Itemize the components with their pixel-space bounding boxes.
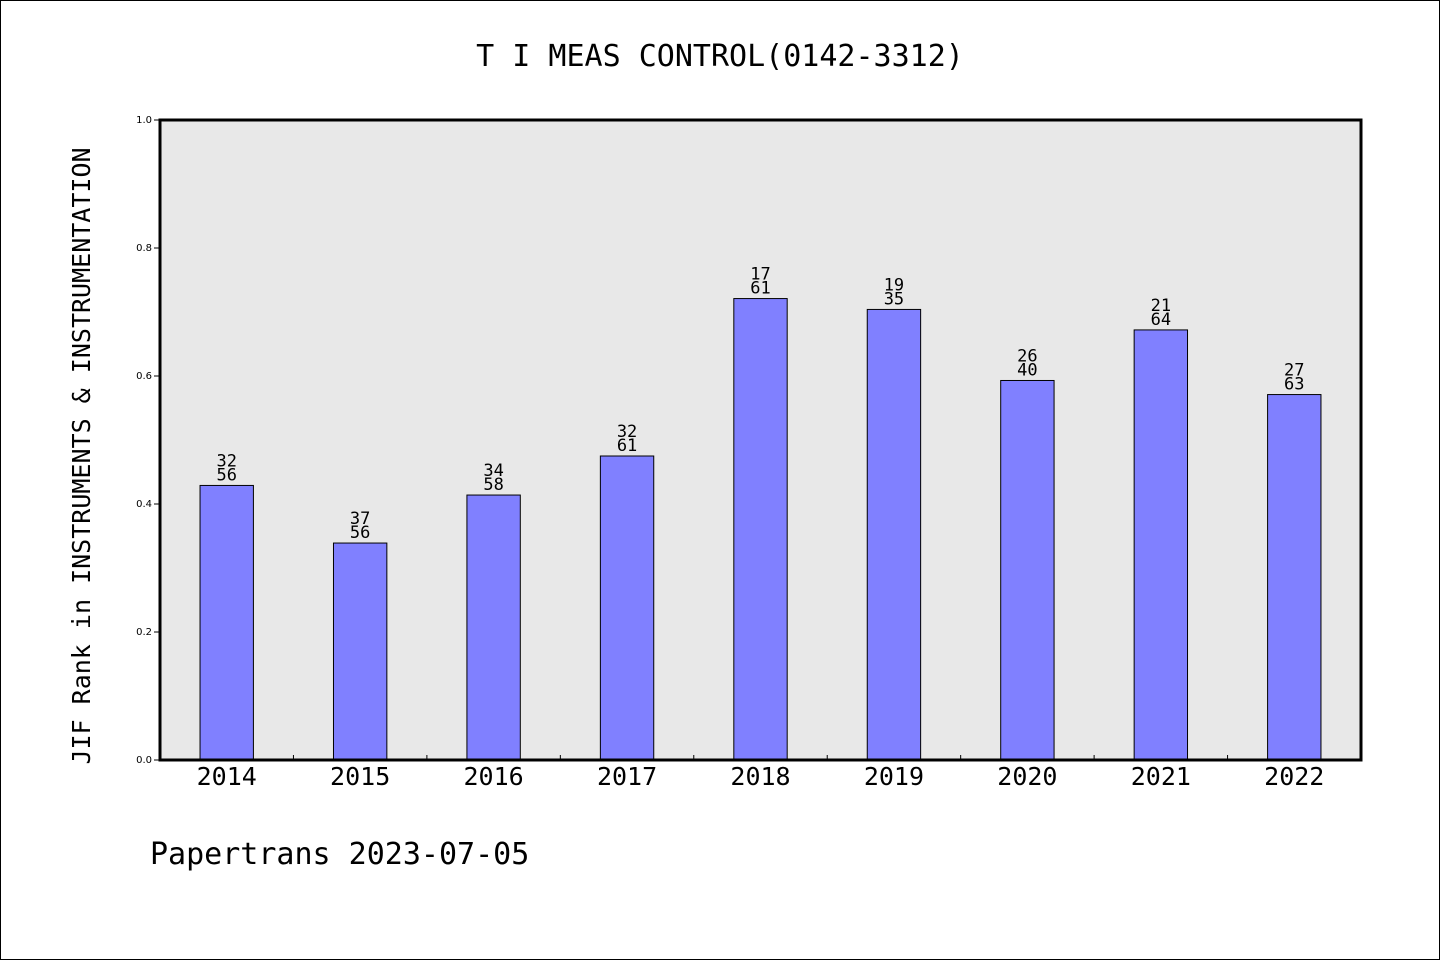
y-axis-label: JIF Rank in INSTRUMENTS & INSTRUMENTATIO… (67, 147, 96, 764)
x-tick-label: 2021 (1131, 762, 1191, 791)
bar-label-rank: 27 (1284, 361, 1304, 381)
x-tick-label: 2014 (197, 762, 257, 791)
x-tick-label: 2018 (730, 762, 790, 791)
bar-label-rank: 32 (216, 451, 236, 471)
bar-label-total: 61 (750, 279, 770, 299)
bar (332, 542, 388, 761)
bar (1133, 329, 1189, 761)
bar-label-total: 56 (216, 465, 236, 485)
bar-label-rank: 34 (483, 461, 503, 481)
x-tick-label: 2020 (997, 762, 1057, 791)
y-tick-label: 0.0 (136, 755, 152, 766)
bar-label-rank: 32 (617, 422, 637, 442)
plot-border (158, 118, 1363, 762)
x-tick-label: 2022 (1264, 762, 1324, 791)
bar-label-total: 63 (1284, 375, 1304, 395)
y-tick-label: 0.6 (136, 371, 152, 382)
bar-label-rank: 26 (1017, 346, 1037, 366)
x-tick-label: 2017 (597, 762, 657, 791)
bar-label-rank: 17 (750, 265, 770, 285)
bar-label-rank: 19 (884, 275, 904, 295)
bar-label-rank: 21 (1151, 296, 1171, 316)
y-tick-label: 0.2 (136, 627, 152, 638)
chart-title: T I MEAS CONTROL(0142-3312) (476, 39, 964, 74)
bar (733, 298, 788, 761)
bar-label-total: 61 (617, 436, 637, 456)
y-tick-label: 0.8 (136, 243, 152, 254)
bar-label-total: 35 (884, 289, 904, 309)
x-tick-label: 2016 (464, 762, 524, 791)
footer-credit: Papertrans 2023-07-05 (150, 837, 529, 872)
bar-label-rank: 37 (350, 509, 370, 529)
bar (1000, 379, 1055, 761)
bar (199, 484, 254, 761)
y-tick-label: 1.0 (136, 115, 152, 126)
y-tick-label: 0.4 (136, 499, 152, 510)
bar-label-total: 58 (483, 475, 503, 495)
bar (1267, 394, 1322, 761)
bar-label-total: 40 (1017, 360, 1037, 380)
x-tick-label: 2019 (864, 762, 924, 791)
bar (866, 308, 922, 761)
bar-label-total: 64 (1151, 310, 1171, 330)
bar-label-total: 56 (350, 523, 370, 543)
bar (466, 494, 521, 761)
bar (599, 455, 655, 761)
x-tick-label: 2015 (330, 762, 390, 791)
